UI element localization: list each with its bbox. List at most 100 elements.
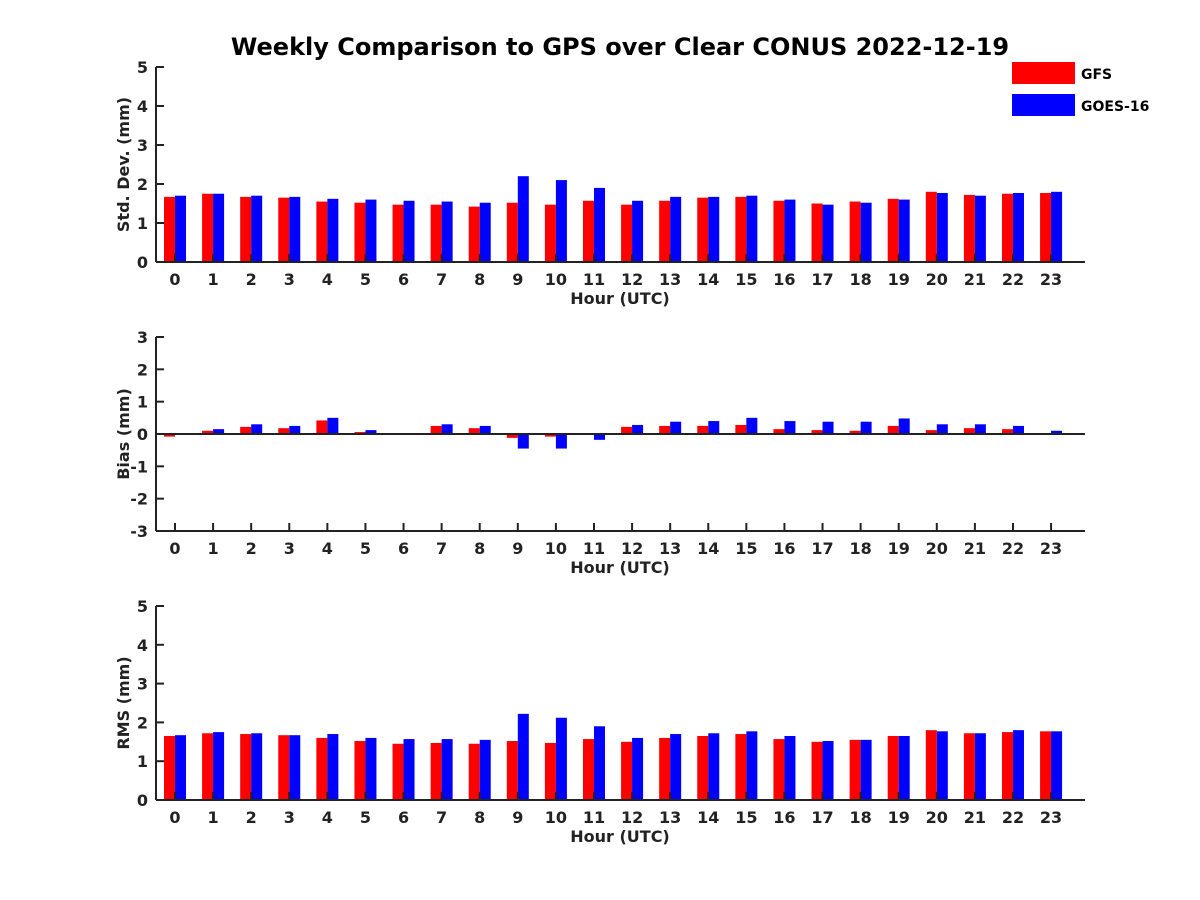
legend-swatch-gfs: [1012, 62, 1075, 84]
std-dev-x-tick-label: 15: [735, 270, 757, 289]
rms-bar-goes16-5: [365, 737, 377, 800]
rms-bar-goes16-16: [784, 735, 796, 800]
rms-bar-gfs-17: [811, 741, 823, 800]
std-dev-bar-goes16-10: [555, 180, 567, 262]
std-dev-x-tick-label: 9: [512, 270, 523, 289]
bias-bar-gfs-22: [1001, 429, 1013, 434]
rms-x-tick-label: 8: [474, 808, 485, 827]
std-dev-bar-gfs-0: [164, 196, 175, 262]
bias-y-tick-label: -1: [130, 457, 148, 476]
rms-x-tick-label: 12: [621, 808, 643, 827]
std-dev-x-tick-label: 23: [1040, 270, 1062, 289]
bias-x-tick-label: 23: [1040, 539, 1062, 558]
std-dev-bar-gfs-7: [430, 204, 442, 262]
rms-bar-gfs-2: [240, 734, 252, 800]
rms-bar-goes16-7: [441, 739, 453, 800]
std-dev-bar-gfs-17: [811, 203, 823, 262]
rms-x-tick-label: 18: [849, 808, 871, 827]
bias-x-tick-label: 22: [1002, 539, 1024, 558]
bias-bar-goes16-1: [213, 429, 225, 434]
std-dev-bar-goes16-6: [403, 200, 415, 262]
bias-x-tick-label: 6: [398, 539, 409, 558]
std-dev-bar-goes16-5: [365, 199, 377, 262]
rms-x-tick-label: 21: [964, 808, 986, 827]
rms-bar-goes16-17: [822, 741, 834, 800]
bias-bar-gfs-0: [164, 434, 175, 437]
rms-x-tick-label: 3: [284, 808, 295, 827]
rms-x-tick-label: 10: [545, 808, 567, 827]
bias-bar-goes16-10: [555, 434, 567, 449]
std-dev-x-tick-label: 3: [284, 270, 295, 289]
rms-bar-gfs-14: [697, 735, 709, 800]
std-dev-x-tick-label: 10: [545, 270, 567, 289]
std-dev-x-tick-label: 17: [811, 270, 833, 289]
bias-bar-goes16-8: [479, 425, 491, 434]
std-dev-y-tick-label: 4: [137, 97, 148, 116]
std-dev-bar-goes16-16: [784, 199, 796, 262]
std-dev-bar-gfs-1: [202, 193, 214, 262]
bias-bar-goes16-19: [898, 418, 910, 434]
rms-bar-goes16-8: [479, 739, 491, 800]
rms-bar-gfs-15: [735, 734, 747, 800]
bias-bar-gfs-13: [659, 425, 671, 434]
std-dev-bar-goes16-20: [936, 192, 948, 262]
std-dev-x-tick-label: 8: [474, 270, 485, 289]
bias-x-tick-label: 11: [583, 539, 605, 558]
bias-x-tick-label: 10: [545, 539, 567, 558]
std-dev-x-tick-label: 21: [964, 270, 986, 289]
rms-bar-goes16-6: [403, 739, 415, 800]
std-dev-bar-goes16-23: [1051, 191, 1063, 262]
rms-y-tick-label: 5: [137, 597, 148, 616]
rms-x-tick-label: 23: [1040, 808, 1062, 827]
bias-x-tick-label: 2: [246, 539, 257, 558]
bias-bar-gfs-9: [506, 434, 518, 438]
rms-y-tick-label: 0: [137, 791, 148, 810]
rms-y-tick-label: 4: [137, 636, 148, 655]
bias-bar-gfs-7: [430, 425, 442, 434]
rms-x-tick-label: 4: [322, 808, 333, 827]
std-dev-bar-gfs-22: [1001, 193, 1013, 262]
std-dev-bar-goes16-4: [327, 198, 339, 262]
std-dev-x-tick-label: 13: [659, 270, 681, 289]
bias-bar-gfs-16: [773, 429, 785, 434]
bias-x-tick-label: 0: [169, 539, 180, 558]
bias-y-tick-label: 2: [137, 360, 148, 379]
bias-y-tick-label: 3: [137, 328, 148, 347]
std-dev-x-tick-label: 4: [322, 270, 333, 289]
bias-x-tick-label: 14: [697, 539, 719, 558]
rms-bar-gfs-23: [1040, 731, 1052, 800]
std-dev-bar-goes16-22: [1012, 192, 1024, 262]
rms-bar-gfs-8: [468, 743, 480, 800]
rms-y-tick-label: 3: [137, 675, 148, 694]
bias-bar-gfs-17: [811, 430, 823, 434]
bias-bar-gfs-21: [963, 428, 975, 434]
bias-bar-gfs-18: [849, 430, 861, 434]
bias-y-tick-label: -2: [130, 490, 148, 509]
rms-x-tick-label: 1: [208, 808, 219, 827]
rms-bar-gfs-16: [773, 739, 785, 800]
std-dev-bar-goes16-21: [974, 195, 986, 262]
bias-bar-gfs-4: [316, 420, 328, 434]
std-dev-bar-gfs-19: [887, 198, 899, 262]
bias-x-tick-label: 16: [773, 539, 795, 558]
rms-x-tick-label: 6: [398, 808, 409, 827]
bias-x-tick-label: 7: [436, 539, 447, 558]
rms-x-tick-label: 11: [583, 808, 605, 827]
std-dev-y-tick-label: 5: [137, 58, 148, 77]
rms-bar-gfs-13: [659, 737, 671, 800]
bias-bar-goes16-17: [822, 421, 834, 434]
std-dev-bar-gfs-4: [316, 201, 328, 262]
bias-x-tick-label: 5: [360, 539, 371, 558]
bias-y-tick-label: 0: [137, 425, 148, 444]
bias-y-tick-label: -3: [130, 522, 148, 541]
rms-bar-gfs-21: [963, 733, 975, 800]
std-dev-bar-gfs-3: [278, 197, 290, 262]
bias-bar-gfs-10: [544, 434, 556, 437]
std-dev-bar-gfs-13: [659, 200, 671, 262]
std-dev-x-tick-label: 19: [888, 270, 910, 289]
legend-label-gfs: GFS: [1081, 67, 1112, 83]
bias-x-tick-label: 3: [284, 539, 295, 558]
std-dev-bar-goes16-3: [289, 196, 301, 262]
std-dev-bar-goes16-17: [822, 204, 834, 262]
rms-x-tick-label: 0: [169, 808, 180, 827]
